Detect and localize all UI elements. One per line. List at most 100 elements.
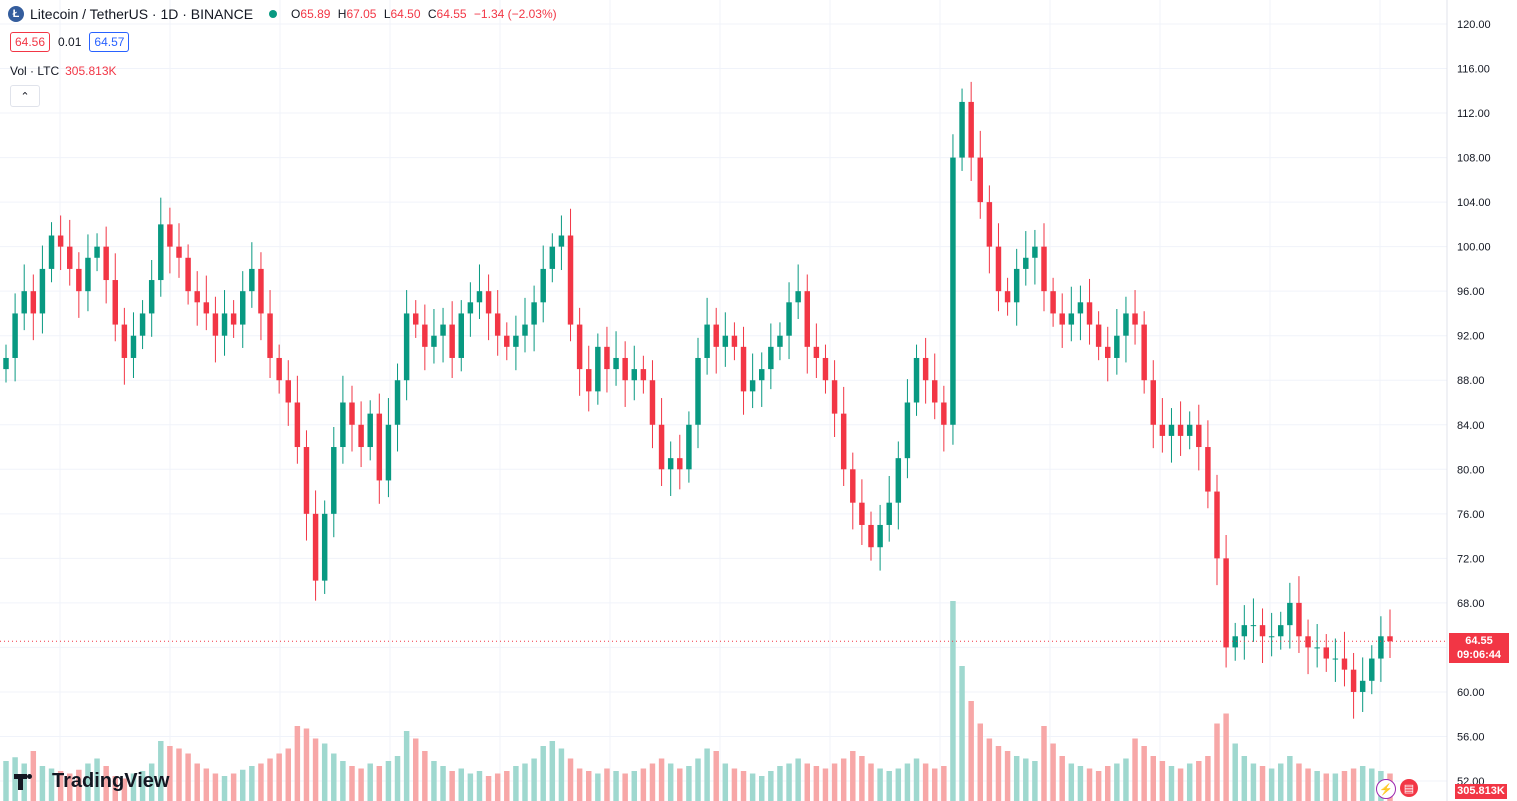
candle-body [558, 235, 565, 247]
candle-body [768, 346, 774, 370]
candle-body [1068, 313, 1075, 325]
volume-bar [895, 768, 902, 801]
candle-body [158, 224, 164, 281]
bolt-icon[interactable]: ⚡ [1376, 779, 1396, 799]
candle-body [649, 380, 656, 425]
volume-bar [513, 766, 519, 801]
volume-bar [212, 773, 219, 801]
volume-bar [1241, 756, 1248, 801]
candle-body [1132, 313, 1138, 325]
candle-body [130, 335, 137, 358]
candle-body [504, 335, 510, 347]
volume-bar [995, 746, 1002, 801]
candle-body [258, 268, 264, 314]
volume-bar [1305, 768, 1311, 801]
candle-body [622, 357, 628, 381]
candle-body [403, 313, 410, 381]
buy-price-button[interactable]: 64.57 [89, 32, 130, 52]
candle-body [1350, 669, 1357, 692]
candle-body [522, 324, 528, 336]
candle-body [1378, 636, 1384, 659]
candle-body [212, 313, 219, 336]
candle-body [840, 413, 847, 470]
volume-bar [1095, 771, 1102, 801]
candle-body [1323, 647, 1329, 659]
sell-price-button[interactable]: 64.56 [10, 32, 51, 52]
volume-bar [859, 756, 865, 801]
candle-body [950, 157, 956, 425]
volume-bar [1050, 743, 1056, 801]
volume-bar [804, 763, 810, 801]
symbol-title[interactable]: Litecoin / TetherUS · 1D · BINANCE [30, 6, 254, 22]
volume-bar [203, 768, 210, 801]
candle-body [822, 357, 829, 381]
volume-bar [813, 766, 820, 801]
volume-bar [1259, 766, 1266, 801]
brand-name: TradingView [52, 770, 170, 792]
candle-body [1032, 246, 1038, 258]
y-tick-label: 56.00 [1457, 731, 1485, 743]
volume-bar [1196, 761, 1202, 801]
candle-body [640, 369, 647, 381]
volume-bar [722, 763, 729, 801]
volume-bar [76, 769, 82, 801]
collapse-legend-button[interactable]: ⌃ [10, 85, 40, 107]
volume-bar [449, 771, 455, 801]
volume-legend: Vol · LTC 305.813K [10, 64, 117, 78]
volume-bar [831, 763, 838, 801]
volume-bar [922, 763, 929, 801]
volume-bar [1023, 758, 1029, 801]
volume-bar [276, 753, 282, 801]
volume-bar [39, 766, 46, 801]
candle-body [21, 291, 27, 314]
candle-body [631, 369, 637, 381]
volume-bar [1186, 763, 1193, 801]
candle-body [176, 246, 182, 258]
candle-body [749, 380, 756, 392]
tradingview-logo[interactable]: TradingView [14, 770, 169, 793]
volume-bar [986, 738, 993, 801]
volume-bar [1250, 763, 1257, 801]
chart-legend: Ł Litecoin / TetherUS · 1D · BINANCE O65… [8, 6, 557, 22]
candle-body [1114, 335, 1120, 358]
candle-body [39, 268, 46, 314]
candle-body [467, 302, 474, 314]
volume-bar [422, 751, 428, 801]
candle-body [904, 402, 911, 459]
volume-bar [768, 771, 774, 801]
last-price-value: 64.55 [1465, 635, 1493, 647]
volume-bar [367, 763, 373, 801]
volume-bar [21, 763, 27, 801]
candle-body [1278, 625, 1284, 637]
candle-body [203, 302, 210, 314]
candle-body [422, 324, 428, 347]
candle-body [886, 502, 892, 525]
candle-body [376, 413, 383, 481]
volume-bar [1287, 756, 1293, 801]
candle-body [877, 524, 883, 548]
volume-bar [221, 776, 228, 801]
candle-body [1305, 636, 1311, 648]
volume-bar [458, 768, 464, 801]
volume-bar [94, 758, 100, 801]
y-tick-label: 84.00 [1457, 420, 1485, 432]
candle-body [959, 101, 965, 158]
volume-bar [549, 741, 556, 801]
candle-body [1159, 424, 1166, 436]
volume-bar [1041, 726, 1047, 801]
volume-bar [3, 761, 9, 801]
volume-bar [613, 771, 619, 801]
candle-body [777, 335, 783, 347]
flag-icon[interactable]: ▤ [1400, 779, 1418, 797]
candle-body [513, 335, 519, 347]
y-tick-label: 100.00 [1457, 242, 1491, 254]
candle-body [1105, 346, 1111, 358]
candle-body [604, 346, 610, 370]
volume-bar [1232, 743, 1238, 801]
y-tick-label: 68.00 [1457, 598, 1485, 610]
candle-body [586, 369, 592, 392]
candle-body [303, 447, 310, 514]
volume-bar [968, 701, 974, 801]
candle-body [677, 458, 683, 470]
